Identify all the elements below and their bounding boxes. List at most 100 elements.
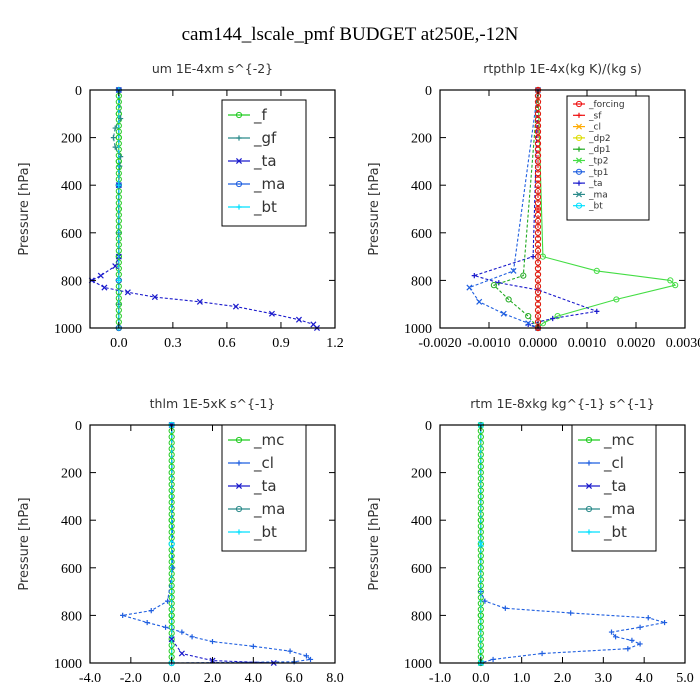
y-axis-label: Pressure [hPa]: [367, 162, 382, 255]
legend-entry: _dp1: [588, 145, 611, 155]
data-point: [534, 188, 542, 195]
data-point: [268, 310, 275, 317]
y-tick-label: 800: [411, 274, 432, 289]
legend-entry: _mc: [253, 431, 284, 450]
data-point: [534, 146, 542, 153]
data-point: [477, 552, 484, 560]
data-point: [115, 164, 122, 171]
legend-entry: _ta: [588, 179, 603, 189]
data-point: [477, 648, 484, 655]
y-tick-label: 400: [411, 514, 432, 529]
legend-marker: [235, 505, 243, 513]
x-tick-label: -0.0020: [418, 336, 461, 351]
data-point: [535, 206, 541, 212]
x-tick-label: 0.0: [163, 671, 181, 686]
data-point: [178, 650, 185, 657]
data-point: [168, 433, 175, 440]
data-point: [534, 176, 542, 183]
legend-box: [221, 99, 307, 227]
x-tick-label: 8.0: [326, 671, 344, 686]
data-point: [645, 615, 651, 621]
panel-title: thlm 1E-5xK s^{-1}: [150, 396, 276, 411]
y-tick-label: 1000: [404, 322, 432, 337]
data-point: [168, 493, 175, 500]
data-point: [534, 199, 542, 207]
legend-marker: [575, 202, 583, 209]
legend-entry: _ma: [603, 500, 635, 519]
data-point: [568, 610, 574, 616]
data-point: [168, 552, 175, 560]
x-tick-label: 0.3: [164, 336, 182, 351]
y-tick-label: 400: [61, 179, 82, 194]
legend-entry: _cl: [603, 454, 624, 473]
data-point: [534, 170, 542, 177]
data-point: [539, 650, 545, 657]
legend-entry: _cl: [253, 454, 274, 473]
data-point: [477, 457, 484, 464]
x-tick-label: 2.0: [204, 671, 222, 686]
legend-entry: _dp2: [588, 134, 611, 144]
y-axis-label: Pressure [hPa]: [17, 497, 32, 590]
chart-panel-3: thlm 1E-5xK s^{-1} Pressure [hPa] 0 200 400 6…: [17, 396, 344, 686]
y-tick-label: 600: [61, 562, 82, 577]
data-point: [534, 140, 542, 147]
legend-marker: [575, 100, 583, 108]
data-point: [534, 217, 542, 224]
legend-marker: [585, 505, 593, 513]
data-point: [534, 158, 542, 165]
data-point: [477, 624, 484, 631]
data-point: [629, 637, 635, 643]
data-point: [477, 540, 484, 548]
data-point: [115, 128, 122, 135]
data-point: [613, 296, 620, 303]
y-tick-label: 1000: [54, 322, 82, 337]
data-point: [534, 241, 542, 248]
data-point: [170, 565, 176, 571]
legend-entry: _bt: [588, 202, 603, 212]
data-point: [250, 643, 256, 649]
y-tick-label: 800: [411, 609, 432, 624]
legend-marker: [575, 191, 583, 198]
legend-entry: _tp2: [588, 157, 608, 167]
series-line-dp1: [492, 89, 539, 329]
data-point: [295, 316, 302, 323]
legend-marker: [235, 436, 243, 444]
x-tick-label: -0.0010: [467, 336, 510, 351]
data-point: [179, 629, 185, 635]
data-point: [196, 298, 203, 305]
legend-entry: _forcing: [588, 100, 625, 110]
data-point: [477, 493, 484, 500]
data-point: [477, 433, 484, 440]
data-point: [307, 656, 314, 663]
legend-entry: _bt: [253, 523, 277, 542]
data-point: [477, 558, 484, 565]
data-point: [534, 229, 542, 236]
series-line-cl: [122, 424, 312, 664]
data-point: [116, 277, 122, 283]
data-point: [505, 296, 512, 303]
legend-entry: _ta: [603, 477, 627, 496]
figure-title: cam144_lscale_pmf BUDGET at250E,-12N: [182, 24, 519, 45]
data-point: [477, 582, 484, 589]
data-point: [482, 598, 488, 604]
x-tick-label: -4.0: [79, 671, 101, 686]
data-point: [97, 272, 104, 279]
data-point: [534, 283, 542, 290]
legend-marker: [575, 157, 583, 164]
series-line-cl: [480, 425, 665, 664]
data-point: [534, 289, 542, 296]
y-tick-label: 600: [411, 227, 432, 242]
data-point: [534, 277, 542, 284]
data-point: [525, 313, 532, 320]
y-tick-label: 200: [61, 467, 82, 482]
data-point: [534, 104, 542, 111]
data-point: [144, 619, 150, 626]
data-point: [148, 608, 154, 614]
y-tick-label: 400: [411, 179, 432, 194]
data-point: [151, 294, 158, 301]
plot-frame: [89, 89, 336, 329]
data-point: [637, 641, 643, 647]
data-point: [672, 282, 679, 289]
data-point: [534, 271, 542, 278]
data-point: [168, 457, 175, 464]
